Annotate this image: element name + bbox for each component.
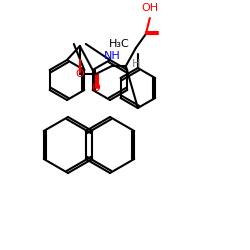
Text: O: O [76,69,84,79]
Text: O: O [92,83,100,93]
Text: H₃C: H₃C [109,39,130,49]
Text: OH: OH [141,3,158,13]
Text: H: H [132,59,140,69]
Text: NH: NH [104,51,120,61]
